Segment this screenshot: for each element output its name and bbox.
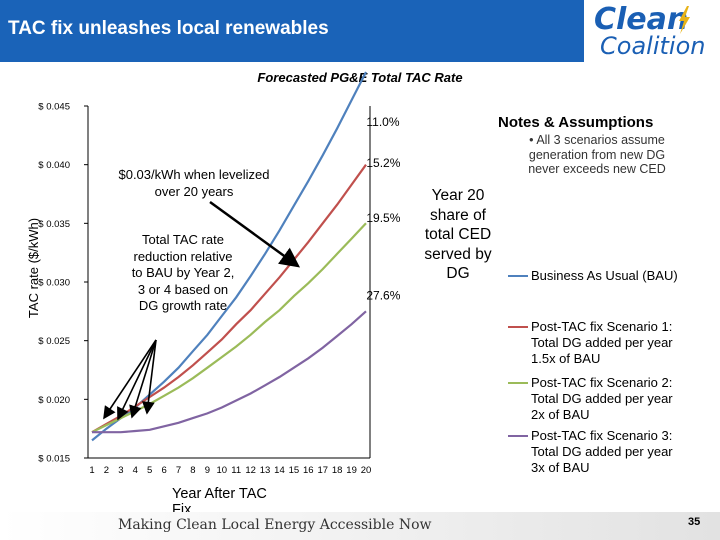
footer-bar: Making Clean Local Energy Accessible Now… xyxy=(0,512,720,540)
levelized-annotation: $0.03/kWh when levelized over 20 years xyxy=(118,167,270,199)
x-tick-label: 19 xyxy=(346,465,357,476)
y-tick-label: $ 0.040 xyxy=(38,160,70,171)
y-axis-label: TAC rate ($/kWh) xyxy=(26,218,41,318)
notes-title: Notes & Assumptions xyxy=(498,114,654,131)
data-label: 15.2% xyxy=(366,156,400,170)
x-tick-label: 18 xyxy=(332,465,343,476)
rate-reduction-annotation: Total TAC rate reduction relative to BAU… xyxy=(131,232,235,313)
x-tick-label: 9 xyxy=(205,465,210,476)
x-tick-label: 10 xyxy=(217,465,228,476)
page-number: 35 xyxy=(688,516,701,528)
x-tick-label: 11 xyxy=(231,465,241,476)
x-tick-label: 3 xyxy=(118,465,123,476)
x-tick-label: 13 xyxy=(260,465,271,476)
reduction-arrow xyxy=(129,339,157,419)
data-label: 27.6% xyxy=(366,289,400,303)
levelized-arrow xyxy=(209,200,301,268)
y-tick-label: $ 0.035 xyxy=(38,219,70,230)
x-tick-label: 7 xyxy=(176,465,181,476)
lightning-bolt-icon xyxy=(679,6,690,34)
legend-label-scenario-3: Post-TAC fix Scenario 3: Total DG added … xyxy=(531,428,673,475)
x-tick-label: 14 xyxy=(274,465,285,476)
legend-label-scenario-2: Post-TAC fix Scenario 2: Total DG added … xyxy=(531,375,673,422)
x-tick-label: 8 xyxy=(190,465,195,476)
logo-text-clean: Clean xyxy=(594,2,689,37)
legend-swatch-bau xyxy=(508,275,528,277)
legend-swatch-scenario-2 xyxy=(508,382,528,384)
legend-swatch-scenario-3 xyxy=(508,435,528,437)
x-tick-label: 20 xyxy=(361,465,372,476)
x-tick-label: 17 xyxy=(317,465,328,476)
legend-label-scenario-1: Post-TAC fix Scenario 1: Total DG added … xyxy=(531,319,673,366)
reduction-arrow xyxy=(103,339,157,420)
chart-title: Forecasted PG&E Total TAC Rate xyxy=(257,70,463,85)
reduction-arrow xyxy=(117,339,157,421)
y-tick-label: $ 0.045 xyxy=(38,102,70,113)
slide-title: TAC fix unleashes local renewables xyxy=(8,18,329,39)
series-line-3 xyxy=(92,310,367,434)
year20-share-label: Year 20 share of total CED served by DG xyxy=(424,187,492,282)
y-tick-label: $ 0.030 xyxy=(38,278,70,289)
x-tick-label: 6 xyxy=(161,465,166,476)
footer-tagline: Making Clean Local Energy Accessible Now xyxy=(118,517,432,533)
reduction-arrow xyxy=(142,339,157,415)
x-tick-label: 16 xyxy=(303,465,314,476)
x-tick-label: 12 xyxy=(245,465,256,476)
data-label: 19.5% xyxy=(366,211,400,225)
logo-text-coalition: Coalition xyxy=(600,32,706,60)
x-tick-label: 15 xyxy=(289,465,300,476)
notes-bullet: • All 3 scenarios assume generation from… xyxy=(528,133,666,176)
x-tick-label: 2 xyxy=(104,465,109,476)
data-label: 11.0% xyxy=(366,115,399,129)
y-tick-label: $ 0.025 xyxy=(38,336,70,347)
title-banner: TAC fix unleashes local renewables xyxy=(0,0,584,62)
x-tick-label: 1 xyxy=(89,465,94,476)
x-tick-label: 4 xyxy=(133,465,138,476)
y-tick-label: $ 0.020 xyxy=(38,395,70,406)
clean-coalition-logo xyxy=(584,0,720,62)
y-tick-label: $ 0.015 xyxy=(38,454,70,465)
legend-label-bau: Business As Usual (BAU) xyxy=(531,268,678,283)
x-tick-label: 5 xyxy=(147,465,152,476)
legend-swatch-scenario-1 xyxy=(508,326,528,328)
